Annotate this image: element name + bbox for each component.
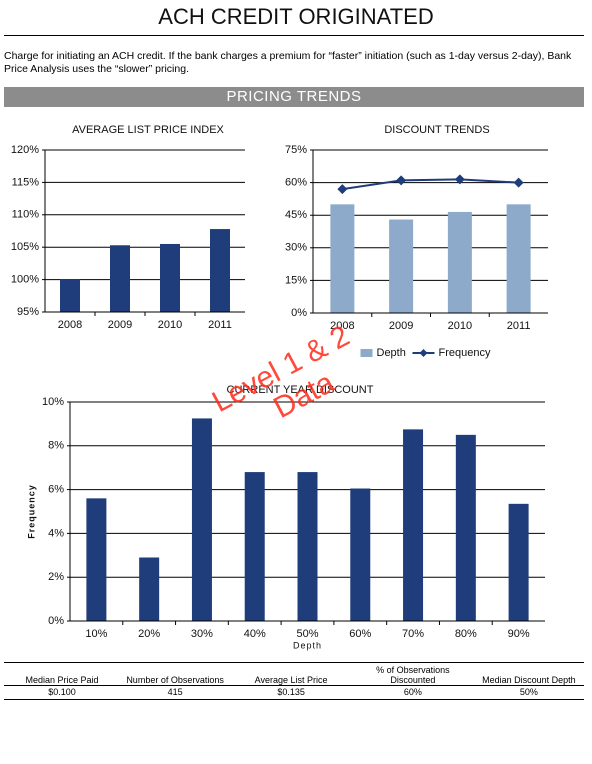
legend-label: Depth xyxy=(377,347,406,359)
y-tick-label: 15% xyxy=(285,274,307,286)
bar xyxy=(506,204,531,313)
table-cell: $0.100 xyxy=(4,685,120,700)
section-header: PRICING TRENDS xyxy=(4,87,584,107)
table-header-row: Median Price Paid Number of Observations A… xyxy=(4,662,584,686)
bar xyxy=(210,229,230,312)
bar xyxy=(389,219,414,313)
y-tick-label: 110% xyxy=(12,209,40,221)
y-tick-label: 95% xyxy=(17,306,39,318)
bar xyxy=(455,434,476,621)
legend-label: Frequency xyxy=(439,347,491,359)
x-tick-label: 2008 xyxy=(58,319,82,331)
y-tick-label: 105% xyxy=(11,241,39,253)
line-marker xyxy=(513,177,524,188)
x-tick-label: 2010 xyxy=(448,320,472,332)
legend-swatch xyxy=(419,349,428,357)
page-title: ACH CREDIT ORIGINATED xyxy=(158,4,434,29)
description: Charge for initiating an ACH credit. If … xyxy=(4,50,572,75)
chart-title: CURRENT YEAR DISCOUNT xyxy=(227,384,374,396)
x-tick-label: 2011 xyxy=(208,319,232,331)
line-marker xyxy=(454,174,465,185)
y-tick-label: 6% xyxy=(48,484,64,496)
bar xyxy=(110,245,130,312)
y-tick-label: 45% xyxy=(285,209,307,221)
y-axis-label: Frequency xyxy=(26,484,36,539)
bar xyxy=(447,211,472,313)
x-tick-label: 60% xyxy=(349,628,371,640)
y-tick-label: 2% xyxy=(48,571,64,583)
x-tick-label: 90% xyxy=(508,628,530,640)
table-header-cell: Average List Price xyxy=(230,662,352,686)
x-tick-label: 50% xyxy=(296,628,318,640)
y-tick-label: 0% xyxy=(48,615,64,627)
x-tick-label: 2010 xyxy=(158,319,182,331)
line-marker xyxy=(337,184,348,195)
chart-title: AVERAGE LIST PRICE INDEX xyxy=(72,124,224,136)
y-tick-label: 100% xyxy=(11,274,39,286)
x-tick-label: 2009 xyxy=(108,319,132,331)
y-tick-label: 8% xyxy=(48,440,64,452)
x-tick-label: 80% xyxy=(455,628,477,640)
y-tick-label: 4% xyxy=(48,527,64,539)
line-series xyxy=(342,178,519,191)
table-row: $0.100 415 $0.135 60% 50% xyxy=(4,685,584,700)
bar xyxy=(244,472,265,621)
x-tick-label: 40% xyxy=(244,628,266,640)
bar xyxy=(508,503,529,621)
charts: AVERAGE LIST PRICE INDEX 95% 100% 105% 110% 1… xyxy=(11,124,548,650)
legend-swatch xyxy=(360,349,373,357)
summary-table: Median Price Paid Number of Observations A… xyxy=(4,662,584,700)
line-marker xyxy=(396,175,407,186)
table-header-cell: Median Price Paid xyxy=(4,662,120,686)
chart-title: DISCOUNT TRENDS xyxy=(384,124,489,136)
table-header-cell: Median Discount Depth xyxy=(473,662,584,686)
table-cell: 50% xyxy=(473,685,584,700)
x-tick-label: 70% xyxy=(402,628,424,640)
table-header-cell: Number of Observations xyxy=(120,662,231,686)
y-tick-label: 75% xyxy=(285,144,307,156)
y-tick-label: 115% xyxy=(12,176,40,188)
y-tick-label: 0% xyxy=(291,307,307,319)
bar xyxy=(330,204,355,313)
x-tick-label: 2011 xyxy=(507,320,531,332)
table-cell: $0.135 xyxy=(230,685,352,700)
x-tick-label: 2008 xyxy=(330,320,354,332)
table-body: $0.100 415 $0.135 60% 50% xyxy=(4,685,584,700)
bar xyxy=(403,429,424,621)
x-tick-label: 30% xyxy=(191,628,213,640)
bar xyxy=(86,498,107,621)
table-cell: 415 xyxy=(120,685,231,700)
bar xyxy=(350,488,371,621)
bar xyxy=(297,472,318,621)
x-axis-label: Depth xyxy=(293,640,322,650)
x-tick-label: 20% xyxy=(138,628,160,640)
y-tick-label: 120% xyxy=(11,144,39,156)
y-tick-label: 60% xyxy=(285,177,307,189)
x-tick-label: 2009 xyxy=(389,320,413,332)
table-header-cell: % of Observations Discounted xyxy=(351,662,474,686)
y-tick-label: 30% xyxy=(285,242,307,254)
y-tick-label: 10% xyxy=(42,396,64,408)
bar xyxy=(139,557,160,621)
bar xyxy=(160,243,180,312)
bar xyxy=(60,279,80,312)
title-rule xyxy=(4,35,584,36)
x-tick-label: 10% xyxy=(85,628,107,640)
table-cell: 60% xyxy=(351,685,474,700)
bar xyxy=(191,418,212,621)
